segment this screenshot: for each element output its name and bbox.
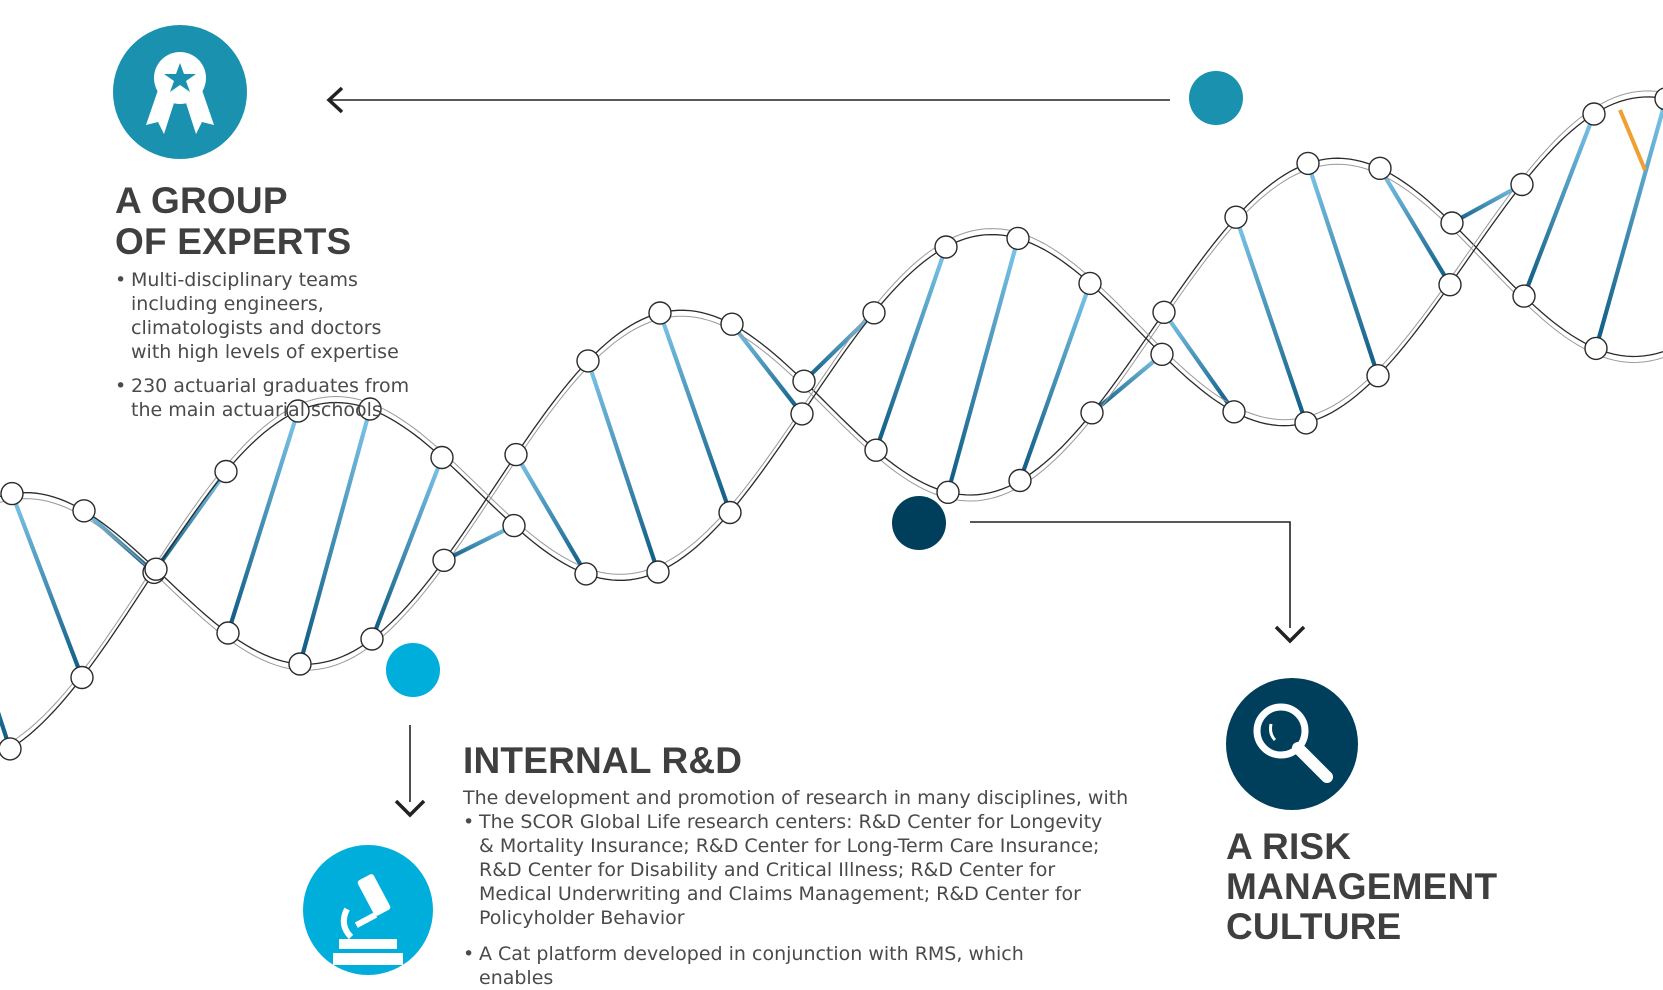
helix-node — [792, 369, 816, 393]
helix-rung — [657, 310, 733, 515]
rnd-bullet: The SCOR Global Life research centers: R… — [463, 810, 1103, 930]
arrow-left-icon — [326, 86, 344, 114]
helix-node — [502, 513, 526, 538]
helix-rung-accent — [1618, 109, 1647, 171]
risk-badge — [1226, 678, 1358, 810]
experts-badge — [113, 25, 247, 159]
helix-node — [144, 557, 168, 581]
helix-rung — [297, 406, 373, 667]
experts-title: A GROUP OF EXPERTS — [115, 180, 352, 262]
dna-helix — [0, 71, 1663, 818]
helix-node — [216, 621, 240, 645]
helix-node — [936, 480, 960, 504]
magnifying-glass-icon — [1253, 703, 1333, 783]
helix-node — [1296, 151, 1320, 176]
helix-node — [790, 402, 814, 426]
helix-rung — [1593, 101, 1663, 351]
helix-node — [1080, 401, 1104, 425]
helix-node — [432, 548, 456, 572]
experts-bullet: Multi-disciplinary teams including engin… — [115, 268, 420, 364]
experts-bullet: 230 actuarial graduates from the main ac… — [115, 374, 420, 422]
helix-rung — [1305, 161, 1381, 378]
helix-node — [574, 562, 598, 586]
helix-node — [0, 737, 22, 761]
helix-rung — [1089, 352, 1165, 415]
helix-node — [214, 459, 238, 484]
helix-rung — [801, 310, 877, 384]
helix-rung — [0, 711, 13, 751]
microscope-icon — [333, 874, 403, 965]
helix-node — [72, 499, 96, 523]
experts-bullets: Multi-disciplinary teams including engin… — [115, 268, 420, 422]
helix-node — [718, 500, 742, 525]
helix-nodes — [0, 87, 1663, 761]
helix-node — [576, 349, 600, 373]
helix-rung — [225, 408, 301, 636]
helix-node — [1150, 342, 1174, 366]
helix-node-experts — [1189, 71, 1243, 125]
rnd-bullets: The SCOR Global Life research centers: R… — [463, 810, 1103, 990]
helix-node — [1440, 211, 1464, 235]
helix-node — [1222, 400, 1246, 424]
helix-node — [720, 312, 744, 336]
rnd-bullet: A Cat platform developed in conjunction … — [463, 942, 1103, 990]
helix-node-risk — [892, 496, 946, 550]
helix-node — [1366, 364, 1390, 388]
helix-rung — [873, 244, 949, 453]
helix-node — [862, 301, 886, 325]
helix-rung — [441, 523, 517, 563]
helix-node — [1008, 468, 1032, 493]
helix-rung — [9, 491, 85, 680]
helix-node — [1438, 273, 1462, 297]
helix-rung — [729, 322, 805, 417]
helix-node — [934, 235, 958, 259]
helix-rung — [1521, 111, 1597, 299]
helix-node-rnd — [386, 643, 440, 697]
helix-node — [1224, 205, 1248, 229]
helix-node — [288, 652, 312, 676]
connector-risk — [970, 521, 1291, 628]
rnd-title: INTERNAL R&D — [463, 740, 743, 781]
helix-node — [360, 627, 384, 651]
helix-node — [0, 481, 24, 506]
helix-rung — [1233, 215, 1309, 426]
arrow-down-icon — [394, 799, 426, 818]
helix-rung — [1161, 310, 1237, 414]
helix-rung — [585, 358, 661, 575]
helix-rung — [153, 469, 229, 572]
helix-rung — [369, 455, 445, 642]
helix-rung — [513, 452, 589, 576]
helix-node — [430, 445, 454, 470]
helix-node — [864, 438, 888, 462]
risk-title: A RISK MANAGEMENT CULTURE — [1226, 826, 1498, 947]
helix-node — [1654, 87, 1663, 111]
helix-node — [1512, 284, 1536, 308]
helix-node — [504, 442, 528, 467]
helix-rung — [1017, 281, 1093, 483]
helix-node — [646, 560, 670, 584]
helix-rungs — [0, 101, 1663, 751]
helix-rung — [1377, 166, 1453, 287]
helix-node — [1152, 300, 1176, 324]
helix-rung — [1449, 182, 1525, 226]
helix-node — [1510, 172, 1534, 197]
helix-node — [1582, 102, 1606, 126]
helix-rung — [945, 236, 1021, 495]
helix-node — [1294, 411, 1318, 435]
rnd-intro: The development and promotion of researc… — [463, 787, 1129, 809]
helix-node — [1584, 336, 1608, 361]
helix-node — [1368, 156, 1392, 181]
arrow-down-icon — [1274, 625, 1306, 644]
helix-node — [648, 301, 672, 325]
helix-node — [1006, 226, 1030, 251]
award-ribbon-icon — [146, 52, 214, 134]
helix-node — [70, 665, 94, 690]
helix-node — [1078, 271, 1102, 296]
rnd-badge — [303, 845, 433, 975]
